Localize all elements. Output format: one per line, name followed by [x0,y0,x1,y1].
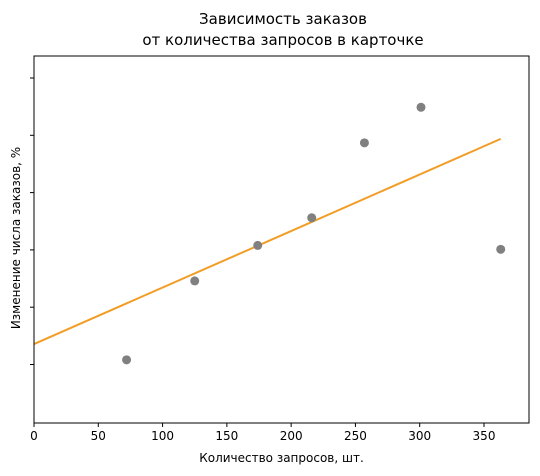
data-point-3 [253,240,263,250]
data-point-4 [307,213,317,223]
x-tick-label-150: 150 [215,429,238,443]
data-point-6 [416,102,426,112]
x-tick-label-300: 300 [408,429,431,443]
x-axis-label: Количество запросов, шт. [199,451,364,465]
x-tick-label-0: 0 [30,429,38,443]
trend-line [33,137,502,345]
x-tick-label-50: 50 [91,429,106,443]
plot-area: 0 50 100 150 200 250 300 350 [30,55,530,443]
data-point-1 [122,355,132,365]
chart-title-line-2: от количества запросов в карточке [142,31,423,49]
x-tick-label-200: 200 [280,429,303,443]
data-point-7 [496,244,506,254]
y-axis-label: Изменение числа заказов, % [9,147,23,329]
data-point-2 [190,276,200,286]
x-tick-label-350: 350 [473,429,496,443]
x-tick-label-250: 250 [344,429,367,443]
x-tick-label-100: 100 [151,429,174,443]
data-point-5 [359,138,369,148]
plot-frame [33,55,530,424]
chart-title-line-1: Зависимость заказов [199,10,367,28]
